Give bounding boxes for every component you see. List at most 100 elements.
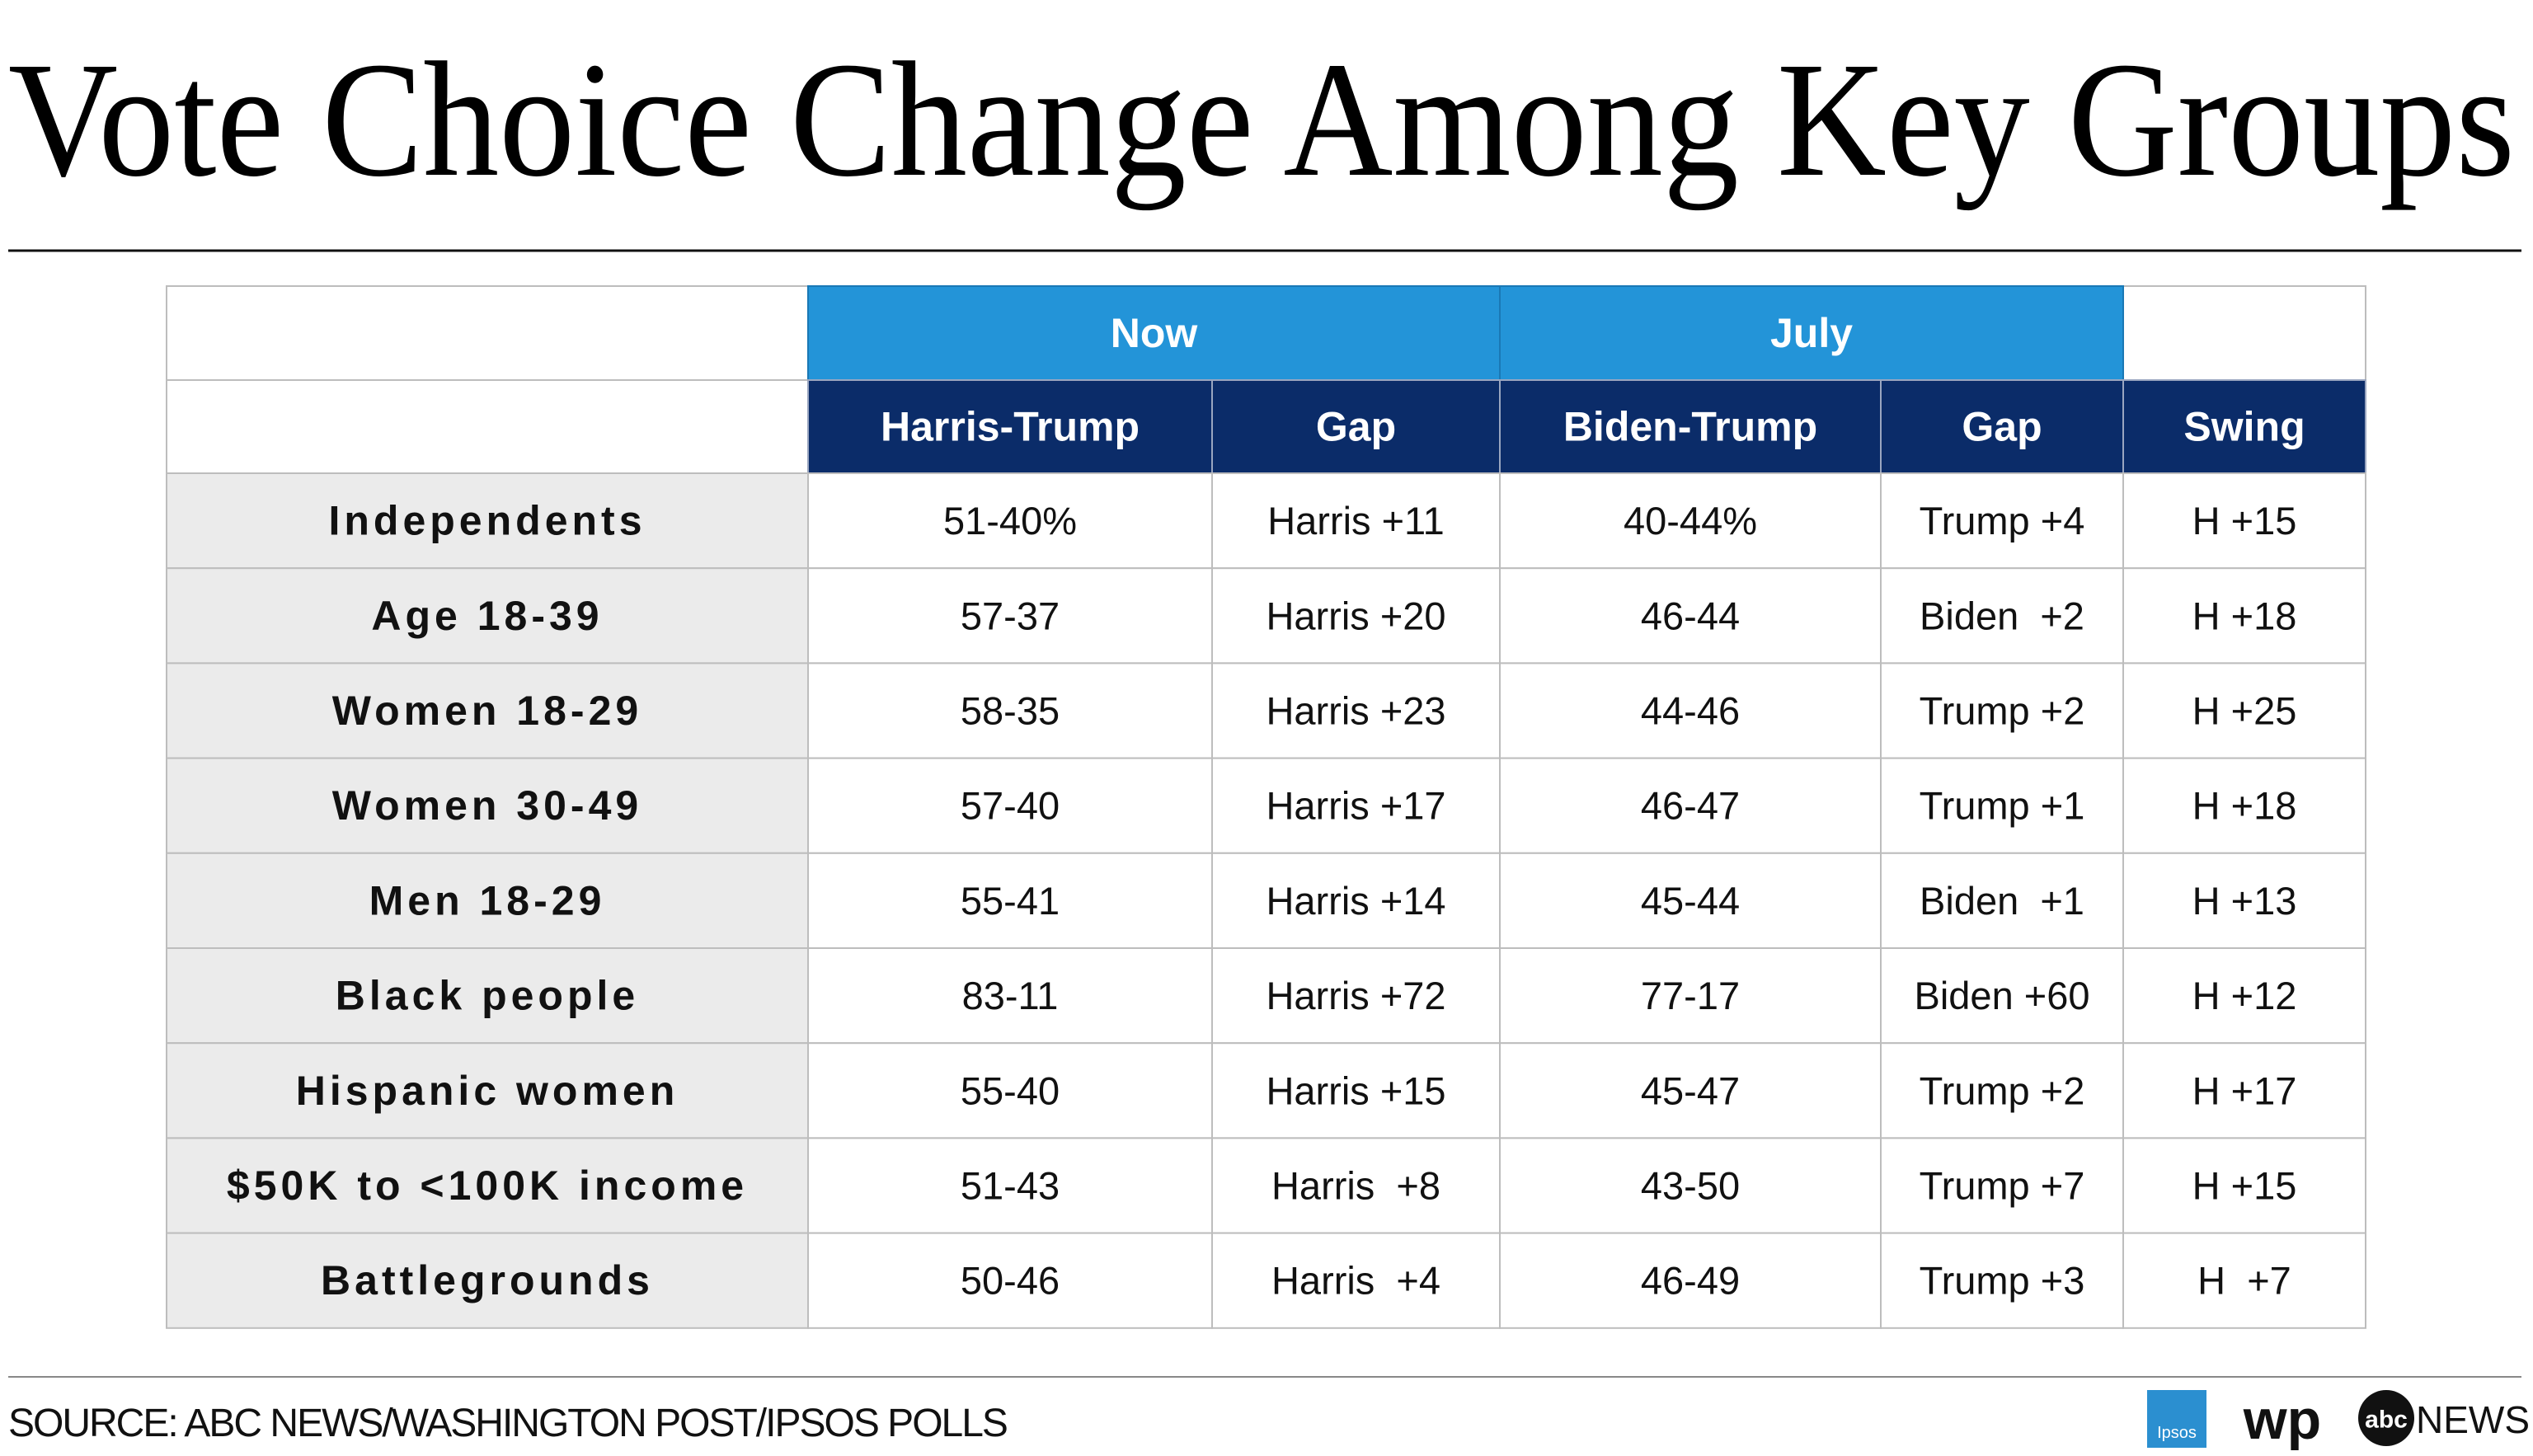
cell: Harris +11 [1267, 499, 1445, 542]
row-label: Black people [336, 973, 639, 1019]
cell-bg [2122, 1232, 2366, 1329]
column-header-cell [2122, 379, 2366, 474]
cell-bg [2122, 472, 2366, 570]
cell: 45-47 [1641, 1069, 1740, 1112]
cell-bg [2122, 852, 2366, 950]
cell: 51-43 [961, 1164, 1060, 1208]
row-label: Hispanic women [296, 1068, 679, 1114]
row-label: Battlegrounds [321, 1257, 654, 1303]
cell-bg [2122, 1137, 2366, 1234]
cell: H +12 [2192, 974, 2297, 1017]
cell: 58-35 [961, 689, 1060, 733]
cell: Harris +8 [1271, 1164, 1440, 1208]
cell: Harris +14 [1266, 879, 1445, 923]
column-header: Gap [1962, 404, 2042, 450]
cell: Harris +4 [1271, 1259, 1440, 1303]
table: Now July Harris-Trump Gap Biden-Trump Gap Swin… [166, 285, 2366, 1329]
cell: H +13 [2192, 879, 2297, 923]
cell-bg [1211, 662, 1501, 759]
cell-bg [2122, 947, 2366, 1045]
source: SOURCE: ABC NEWS/WASHINGTON POST/IPSOS P… [8, 1402, 1007, 1445]
cell: Harris +17 [1266, 784, 1445, 828]
group-header-cell [1499, 285, 2124, 381]
row-label: Men 18-29 [369, 877, 606, 923]
cell-bg [807, 1137, 1213, 1234]
cell: 57-40 [961, 784, 1060, 828]
row-label-cell [166, 852, 809, 950]
cell: 51-40% [943, 499, 1077, 542]
blank-cell [166, 379, 809, 474]
cell: 77-17 [1641, 974, 1740, 1017]
news-logo-text: NEWS [2416, 1398, 2530, 1441]
cell-bg [1211, 757, 1501, 854]
cell: H +15 [2192, 1164, 2297, 1208]
cell: Trump +4 [1920, 499, 2085, 542]
abc-logo [2358, 1390, 2414, 1446]
row-label-cell [166, 1042, 809, 1139]
cell: 44-46 [1641, 689, 1740, 733]
cell-bg [1499, 472, 1882, 570]
cell: 55-40 [961, 1069, 1060, 1112]
column-header: Swing [2183, 404, 2305, 450]
row-label-cell [166, 567, 809, 665]
column-header: Gap [1316, 404, 1396, 450]
cell-bg [1880, 567, 2124, 665]
cell: Trump +2 [1920, 1069, 2085, 1112]
cell: Harris +20 [1266, 594, 1445, 637]
cell-bg [1499, 852, 1882, 950]
cell: 46-44 [1641, 594, 1740, 637]
row-label-cell [166, 757, 809, 854]
cell-bg [1880, 1042, 2124, 1139]
cell-bg [1880, 1232, 2124, 1329]
cell-bg [2122, 567, 2366, 665]
blank-cell [166, 285, 809, 381]
column-header: Harris-Trump [881, 404, 1140, 450]
cell: 40-44% [1624, 499, 1757, 542]
cell: 57-37 [961, 594, 1060, 637]
cell: 50-46 [961, 1259, 1060, 1303]
cell-bg [807, 757, 1213, 854]
cell: Harris +15 [1266, 1069, 1445, 1112]
row-label: Women 18-29 [332, 688, 642, 734]
cell: Biden +2 [1920, 594, 2084, 637]
abc-logo-text: abc [2365, 1407, 2408, 1434]
cell: H +18 [2192, 784, 2297, 828]
cell: Trump +7 [1920, 1164, 2085, 1208]
cell-bg [1880, 852, 2124, 950]
row-label-cell [166, 472, 809, 570]
cell-bg [807, 567, 1213, 665]
cell: 55-41 [961, 879, 1060, 923]
cell: 43-50 [1641, 1164, 1740, 1208]
cell-bg [1499, 1232, 1882, 1329]
cell: H +7 [2197, 1259, 2291, 1303]
cell: H +17 [2192, 1069, 2297, 1112]
group-header: July [1770, 310, 1853, 356]
column-header: Biden-Trump [1563, 404, 1817, 450]
row-label-cell [166, 947, 809, 1045]
group-header: Now [1111, 310, 1198, 356]
blank-cell [2122, 285, 2366, 381]
cell: Biden +60 [1915, 974, 2090, 1017]
cell-bg [1211, 1232, 1501, 1329]
cell: 46-49 [1641, 1259, 1740, 1303]
cell: H +18 [2192, 594, 2297, 637]
wp-logo: wp [2243, 1388, 2321, 1451]
cell-bg [807, 472, 1213, 570]
row-label: Women 30-49 [332, 782, 642, 829]
cell: Biden +1 [1920, 879, 2084, 923]
cell: 46-47 [1641, 784, 1740, 828]
cell: 45-44 [1641, 879, 1740, 923]
cell-bg [1880, 757, 2124, 854]
cell-bg [1499, 662, 1882, 759]
row-label: Independents [328, 498, 646, 544]
ipsos-logo-text: Ipsos [2157, 1424, 2197, 1442]
cell-bg [1211, 472, 1501, 570]
cell-bg [1880, 662, 2124, 759]
cell-bg [807, 1232, 1213, 1329]
row-label: Age 18-39 [371, 593, 603, 639]
cell: Trump +3 [1920, 1259, 2085, 1303]
cell-bg [2122, 662, 2366, 759]
cell-bg [1499, 757, 1882, 854]
cell: Harris +72 [1266, 974, 1445, 1017]
